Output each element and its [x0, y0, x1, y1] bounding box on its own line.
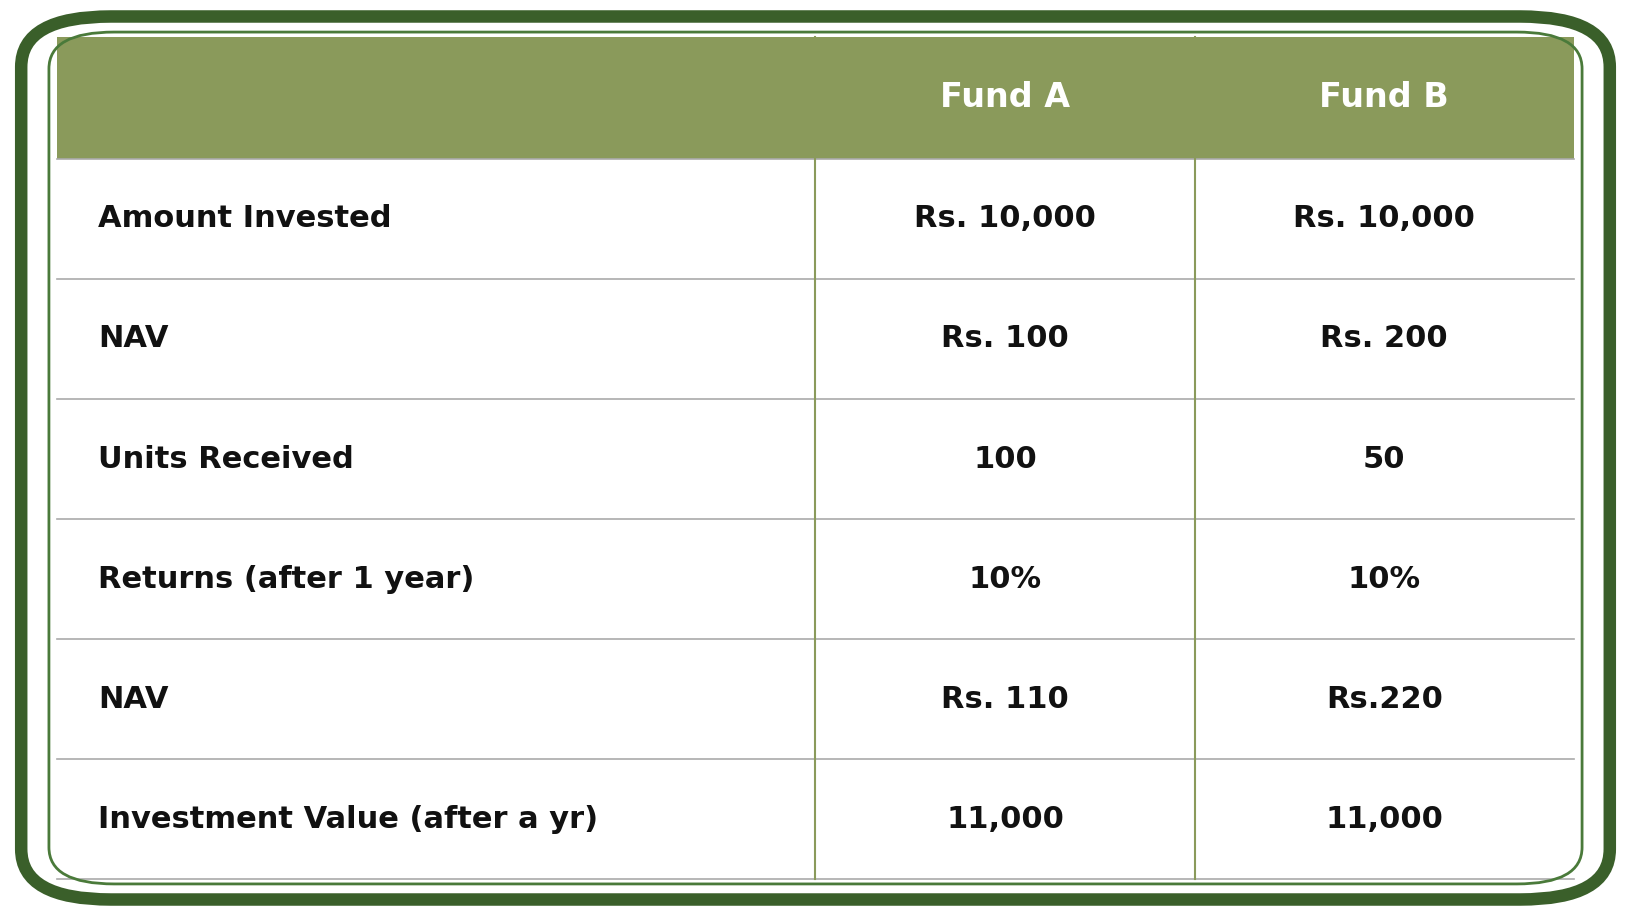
Text: 100: 100: [973, 444, 1037, 474]
Text: NAV: NAV: [98, 324, 168, 354]
Text: Units Received: Units Received: [98, 444, 354, 474]
Bar: [57, 158, 1573, 278]
Text: Amount Invested: Amount Invested: [98, 204, 391, 234]
Text: 11,000: 11,000: [945, 805, 1063, 834]
Bar: [57, 639, 1573, 759]
Bar: [57, 519, 1573, 639]
Text: 50: 50: [1363, 444, 1405, 474]
Text: Rs. 10,000: Rs. 10,000: [1293, 204, 1475, 234]
Text: 10%: 10%: [968, 564, 1042, 594]
FancyBboxPatch shape: [21, 16, 1609, 900]
Bar: [57, 399, 1573, 519]
Text: Rs. 10,000: Rs. 10,000: [913, 204, 1095, 234]
Text: 11,000: 11,000: [1325, 805, 1443, 834]
Text: Returns (after 1 year): Returns (after 1 year): [98, 564, 474, 594]
Bar: [57, 278, 1573, 399]
Bar: [57, 759, 1573, 879]
Text: Rs. 110: Rs. 110: [941, 685, 1068, 714]
Text: NAV: NAV: [98, 685, 168, 714]
Text: Rs. 100: Rs. 100: [941, 324, 1068, 354]
Text: 10%: 10%: [1346, 564, 1420, 594]
Text: Investment Value (after a yr): Investment Value (after a yr): [98, 805, 598, 834]
Text: Rs.220: Rs.220: [1325, 685, 1443, 714]
Text: Rs. 200: Rs. 200: [1320, 324, 1447, 354]
Text: Fund A: Fund A: [939, 82, 1069, 114]
Bar: [57, 37, 1573, 158]
Text: Fund B: Fund B: [1319, 82, 1449, 114]
